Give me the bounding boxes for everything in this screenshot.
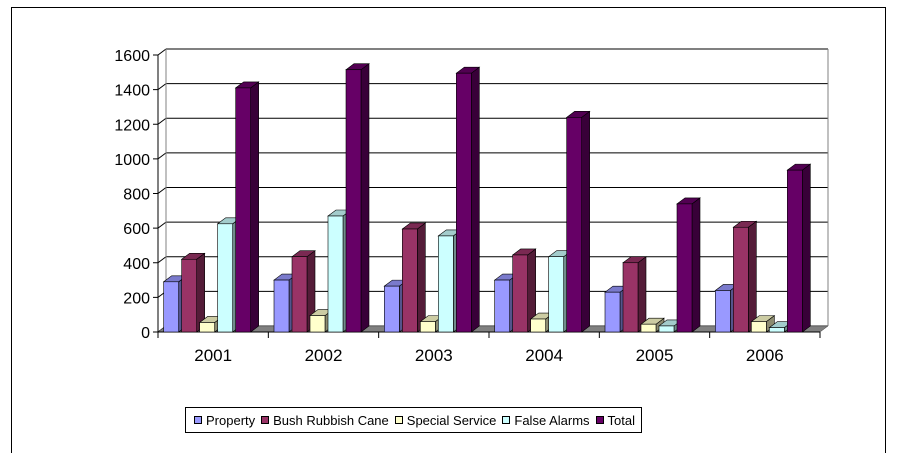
bar-total (345, 69, 362, 333)
bar-false-alarms (548, 256, 564, 333)
bar-side-bush-rubbish-cane (748, 220, 757, 333)
legend-label: False Alarms (514, 412, 590, 428)
y-tick-label: 400 (123, 256, 150, 273)
x-tick-label: 2004 (525, 346, 563, 365)
bar-total (787, 169, 803, 333)
bar-bush-rubbish-cane (402, 228, 418, 333)
bar-side-bush-rubbish-cane (417, 222, 426, 333)
legend-item-bush-rubbish-cane: Bush Rubbish Cane (261, 413, 389, 428)
grid-side-line (157, 48, 167, 56)
bar-false-alarms (327, 215, 344, 333)
x-tick-label: 2002 (305, 346, 343, 365)
y-tick-label: 1400 (114, 83, 150, 100)
x-tick-label: 2001 (194, 346, 232, 365)
y-tick-label: 1200 (114, 117, 150, 134)
bar-bush-rubbish-cane (622, 262, 639, 333)
legend-swatch (261, 416, 270, 424)
bar-special-service (420, 321, 436, 333)
legend-label: Bush Rubbish Cane (273, 412, 389, 428)
y-tick-label: 200 (123, 290, 150, 307)
x-tick-label: 2005 (636, 346, 674, 365)
legend-swatch (502, 416, 511, 424)
bar-total (456, 72, 472, 333)
grid-side-line (157, 117, 167, 125)
bar-false-alarms (658, 325, 675, 333)
bar-side-total (691, 197, 701, 333)
grid-side-line (157, 187, 167, 194)
legend-label: Total (607, 412, 635, 428)
y-tick-label: 1600 (114, 48, 150, 65)
bar-property (163, 281, 179, 333)
bar-total (566, 117, 582, 333)
bar-special-service (640, 323, 657, 333)
legend-swatch (194, 416, 202, 424)
x-tick-label: 2006 (746, 346, 784, 365)
grid-side-line (157, 256, 167, 264)
legend: Property Bush Rubbish Cane Special Service… (185, 407, 642, 433)
bar-special-service (751, 321, 767, 333)
bar-total (676, 203, 693, 333)
x-tick-label: 2003 (415, 346, 453, 365)
bar-property (273, 279, 290, 333)
bar-side-total (360, 63, 370, 333)
bar-bush-rubbish-cane (291, 256, 308, 333)
bar-special-service (199, 322, 215, 333)
bar-bush-rubbish-cane (733, 226, 749, 333)
legend-swatch (394, 416, 403, 424)
bar-side-total (802, 163, 811, 333)
bar-special-service (530, 318, 546, 333)
bar-side-bush-rubbish-cane (637, 256, 647, 333)
legend-label: Special Service (406, 412, 497, 428)
bar-side-total (250, 81, 259, 333)
bar-side-total (581, 110, 590, 333)
bar-false-alarms (438, 235, 454, 333)
y-tick-label: 0 (141, 325, 150, 342)
legend-item-special-service: Special Service (394, 412, 497, 428)
grid-side-line (157, 221, 167, 229)
bar-property (494, 279, 510, 333)
bar-bush-rubbish-cane (512, 254, 528, 333)
y-tick-label: 800 (123, 187, 150, 204)
bar-false-alarms (217, 223, 233, 333)
y-tick-label: 600 (123, 221, 150, 238)
y-tick-label: 1000 (114, 152, 150, 169)
bar-total (235, 87, 251, 333)
bar-property (384, 285, 400, 333)
bar-false-alarms (769, 327, 785, 333)
legend-item-total: Total (595, 412, 635, 428)
bar-side-total (471, 66, 480, 333)
bar-bush-rubbish-cane (181, 258, 197, 333)
legend-item-false-alarms: False Alarms (502, 412, 590, 428)
bar-special-service (309, 315, 326, 333)
grid-side-line (157, 152, 167, 160)
legend-label: Property (206, 412, 256, 428)
legend-swatch (595, 416, 604, 424)
bar-property (715, 290, 731, 333)
bar-property (604, 291, 621, 333)
grid-side-line (157, 83, 167, 91)
legend-item-property: Property (194, 413, 255, 428)
